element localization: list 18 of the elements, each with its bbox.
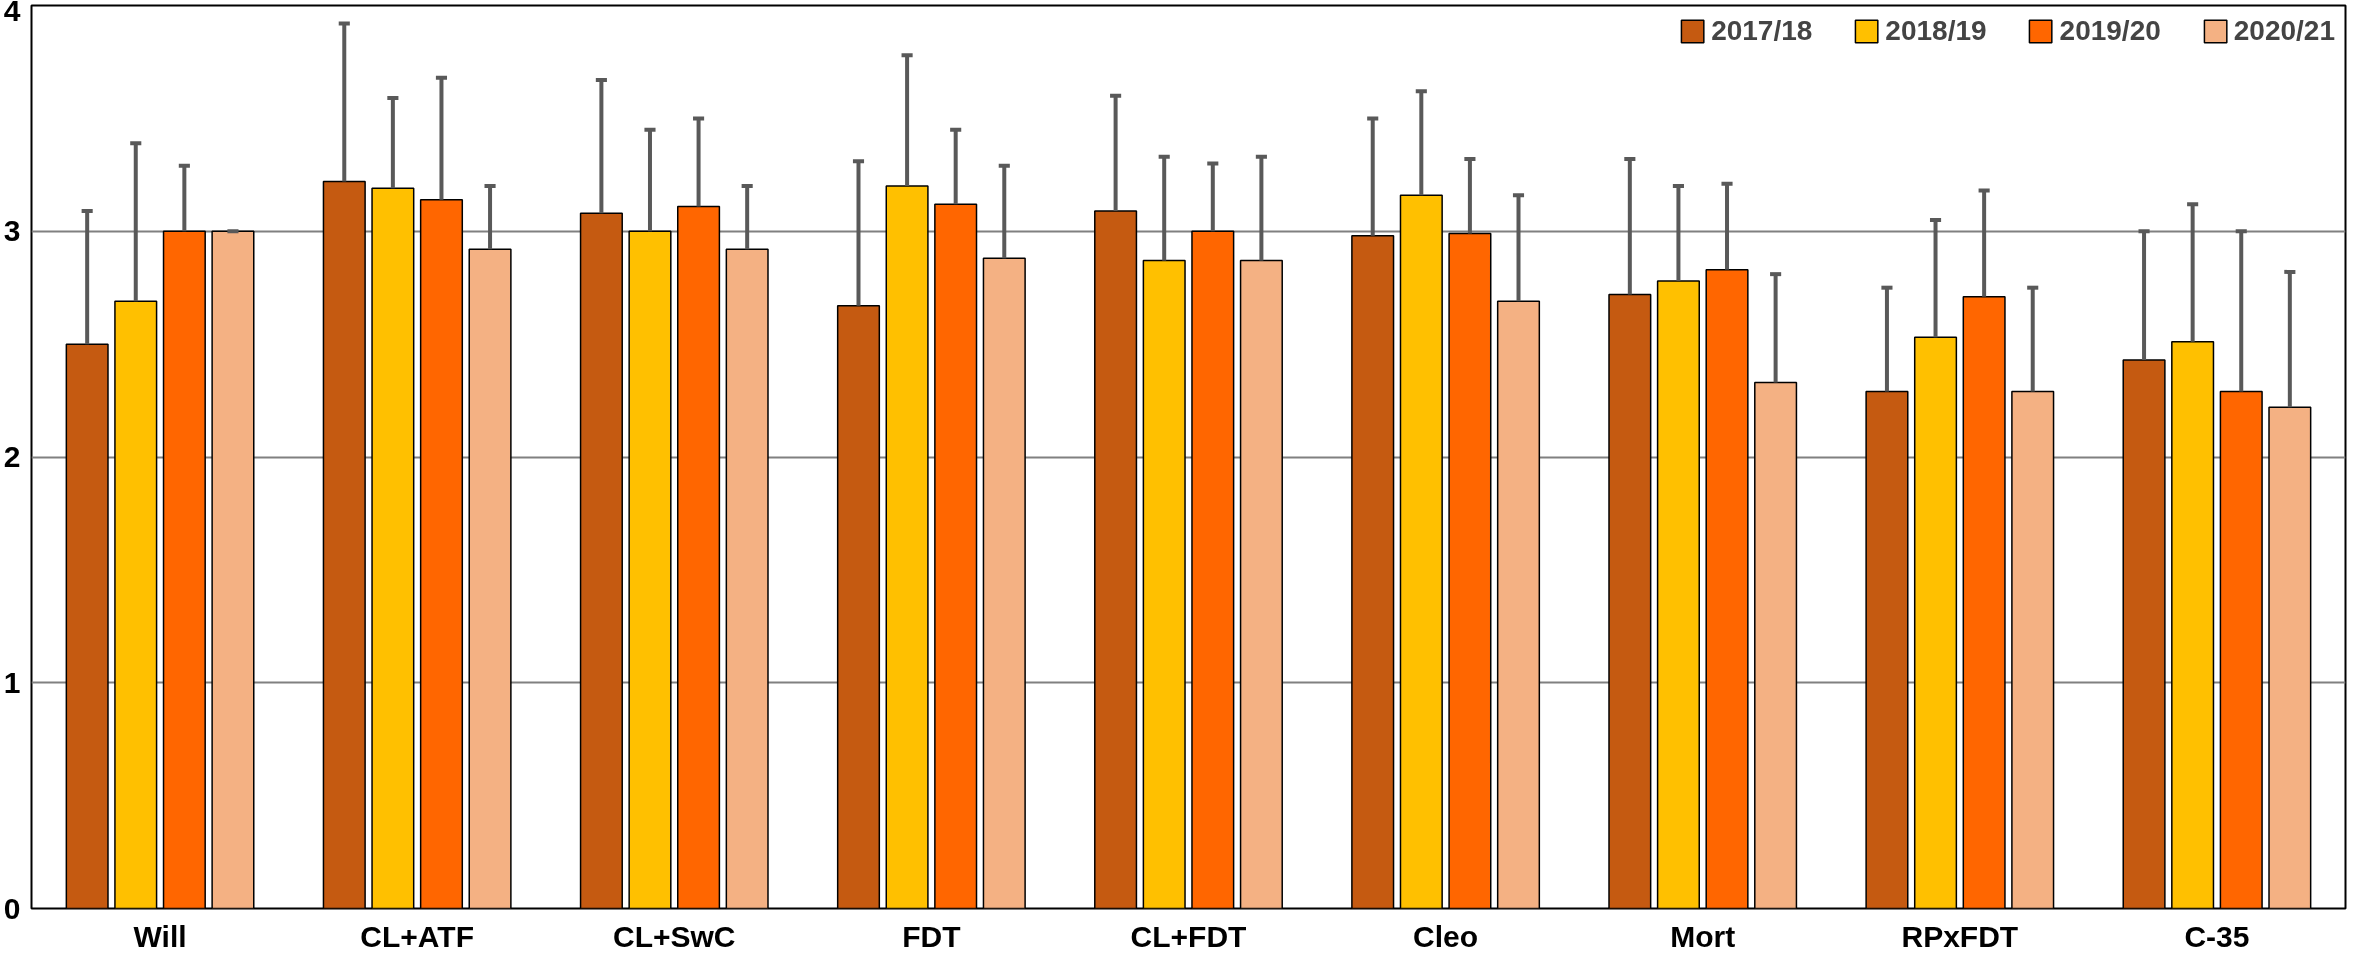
x-tick-label: RPxFDT xyxy=(1901,919,2019,953)
x-tick-label: Mort xyxy=(1670,919,1736,953)
legend-label: 2019/20 xyxy=(2059,15,2161,47)
legend-label: 2018/19 xyxy=(1885,15,1987,47)
x-tick-label: CL+FDT xyxy=(1130,919,1247,953)
y-tick-label: 1 xyxy=(3,665,21,699)
legend-label: 2017/18 xyxy=(1711,15,1813,47)
x-tick-label: Will xyxy=(133,919,187,953)
y-tick-label: 4 xyxy=(3,0,21,27)
x-tick-label: C-35 xyxy=(2184,919,2250,953)
x-tick-label: CL+ATF xyxy=(360,919,474,953)
x-tick-label: FDT xyxy=(902,919,961,953)
y-tick-label: 3 xyxy=(3,214,21,248)
legend-label: 2020/21 xyxy=(2233,15,2335,47)
y-tick-label: 0 xyxy=(3,891,21,925)
x-tick-label: CL+SwC xyxy=(613,919,736,953)
y-tick-label: 2 xyxy=(3,440,21,473)
x-tick-label: Cleo xyxy=(1413,919,1479,953)
